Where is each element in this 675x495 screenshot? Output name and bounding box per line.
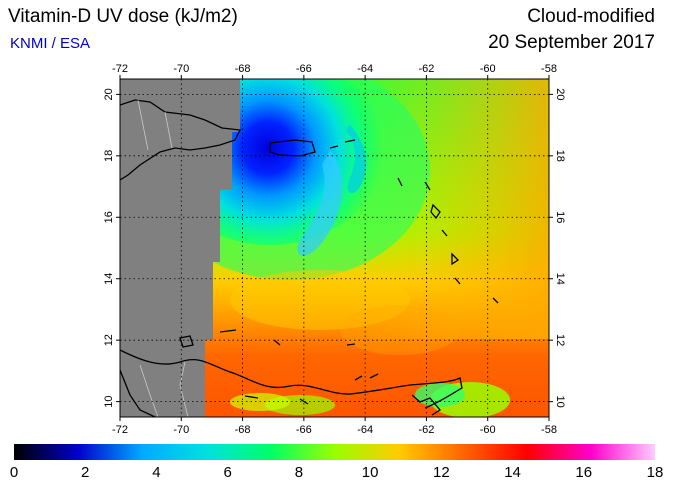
lat-label-left: 10 <box>103 396 115 408</box>
no-data-area <box>120 79 240 417</box>
colorbar-label: 14 <box>504 464 521 481</box>
colorbar-label: 18 <box>646 464 664 481</box>
lon-label-top: -62 <box>418 63 434 75</box>
borders <box>137 99 189 417</box>
colorbar-label: 16 <box>575 464 593 481</box>
lat-label-right: 10 <box>554 396 566 408</box>
lon-label-top: -58 <box>541 63 557 75</box>
lat-label-left: 14 <box>103 273 115 285</box>
colorbar-label: 10 <box>361 464 379 481</box>
lat-label-right: 20 <box>554 88 566 100</box>
lon-label-bottom: -58 <box>541 424 557 436</box>
lon-label-top: -68 <box>235 63 251 75</box>
map-title: Vitamin-D UV dose (kJ/m2) <box>8 6 238 27</box>
product-label: Cloud-modified <box>527 6 655 27</box>
lat-label-left: 12 <box>103 334 115 346</box>
organization-label: KNMI / ESA <box>10 35 91 52</box>
lat-label-left: 16 <box>103 211 115 223</box>
lon-label-top: -64 <box>357 63 373 75</box>
lon-label-bottom: -60 <box>480 424 496 436</box>
lon-label-bottom: -66 <box>296 424 312 436</box>
colorbar-label: 8 <box>294 464 304 481</box>
lat-label-right: 14 <box>554 273 566 285</box>
lon-label-bottom: -68 <box>235 424 251 436</box>
map-frame <box>119 78 550 418</box>
date-label: 20 September 2017 <box>488 32 655 53</box>
colorbar-label: 0 <box>9 464 19 481</box>
lat-label-right: 16 <box>554 211 566 223</box>
lon-label-top: -72 <box>112 63 128 75</box>
axis-ticks: -72 -72 -70 -70 -68 -68 -66 -66 -64 -64 -62 -62 -60 -… <box>103 63 566 436</box>
lon-label-bottom: -70 <box>173 424 189 436</box>
colorbar-label: 4 <box>152 464 161 481</box>
colorbar-label: 6 <box>223 464 232 481</box>
coastlines <box>120 99 499 417</box>
colorbar <box>14 444 655 460</box>
colorbar-label: 2 <box>81 464 90 481</box>
lat-label-right: 12 <box>554 334 566 346</box>
lon-label-bottom: -62 <box>418 424 434 436</box>
colorbar-label: 12 <box>432 464 450 481</box>
lat-label-left: 18 <box>103 150 115 162</box>
lon-label-top: -70 <box>173 63 189 75</box>
lon-label-bottom: -72 <box>112 424 128 436</box>
lon-label-top: -60 <box>480 63 496 75</box>
map-field <box>120 79 549 417</box>
lat-label-right: 18 <box>554 150 566 162</box>
lat-label-left: 20 <box>103 88 115 100</box>
lon-label-top: -66 <box>296 63 312 75</box>
lon-label-bottom: -64 <box>357 424 373 436</box>
